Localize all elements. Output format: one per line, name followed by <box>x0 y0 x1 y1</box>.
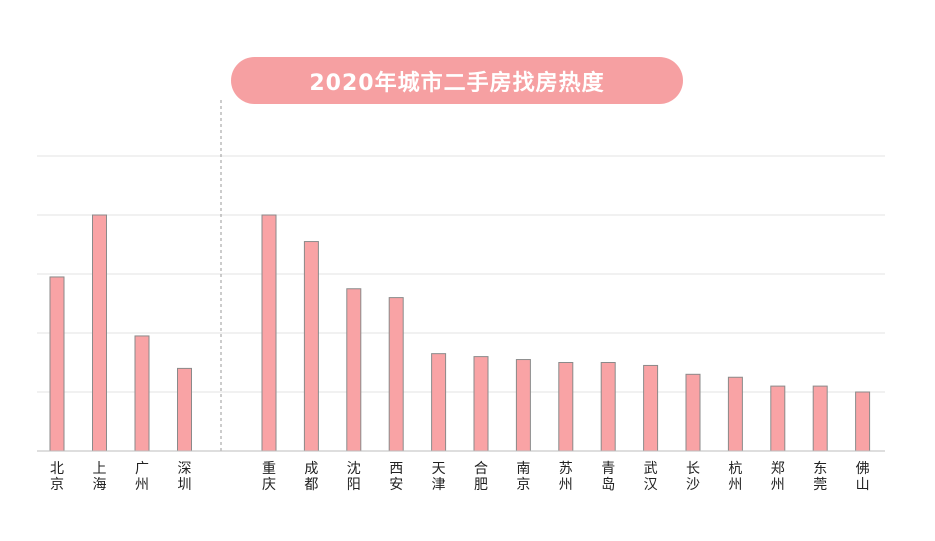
category-label-成都: 成都 <box>304 461 318 493</box>
category-label-南京: 南京 <box>516 461 530 493</box>
bar-成都 <box>303 241 319 452</box>
bar-广州 <box>134 335 150 452</box>
bar-长沙 <box>685 373 701 452</box>
bar-合肥 <box>473 356 489 452</box>
category-label-上海: 上海 <box>93 461 107 493</box>
category-label-东莞: 东莞 <box>813 461 827 493</box>
category-label-苏州: 苏州 <box>559 461 573 493</box>
category-label-青岛: 青岛 <box>601 461 615 493</box>
category-label-武汉: 武汉 <box>644 461 658 493</box>
category-label-沈阳: 沈阳 <box>347 461 361 493</box>
bar-苏州 <box>558 362 574 452</box>
category-label-杭州: 杭州 <box>728 461 742 493</box>
bar-杭州 <box>727 376 743 452</box>
bar-上海 <box>92 214 107 452</box>
grid-lines <box>37 155 885 393</box>
bars <box>49 214 871 452</box>
category-label-郑州: 郑州 <box>771 461 785 493</box>
bar-重庆 <box>261 214 277 452</box>
bar-北京 <box>49 276 65 452</box>
category-label-长沙: 长沙 <box>686 461 700 493</box>
bar-天津 <box>431 353 447 452</box>
category-label-佛山: 佛山 <box>856 461 870 493</box>
bar-青岛 <box>600 362 616 452</box>
chart-title-banner: 2020年城市二手房找房热度 <box>231 57 683 104</box>
bar-深圳 <box>177 367 192 452</box>
category-label-西安: 西安 <box>389 461 403 493</box>
category-label-北京: 北京 <box>50 461 64 493</box>
bar-东莞 <box>812 385 828 452</box>
category-label-重庆: 重庆 <box>262 461 276 493</box>
category-label-深圳: 深圳 <box>178 461 192 493</box>
bar-西安 <box>388 297 404 452</box>
chart-title: 2020年城市二手房找房热度 <box>309 70 605 96</box>
bar-佛山 <box>855 391 871 452</box>
category-label-广州: 广州 <box>135 461 149 493</box>
bar-武汉 <box>643 364 659 452</box>
category-label-天津: 天津 <box>432 461 446 493</box>
category-label-合肥: 合肥 <box>474 461 488 493</box>
bar-郑州 <box>770 385 786 452</box>
bar-沈阳 <box>346 288 362 452</box>
bar-南京 <box>515 359 531 452</box>
